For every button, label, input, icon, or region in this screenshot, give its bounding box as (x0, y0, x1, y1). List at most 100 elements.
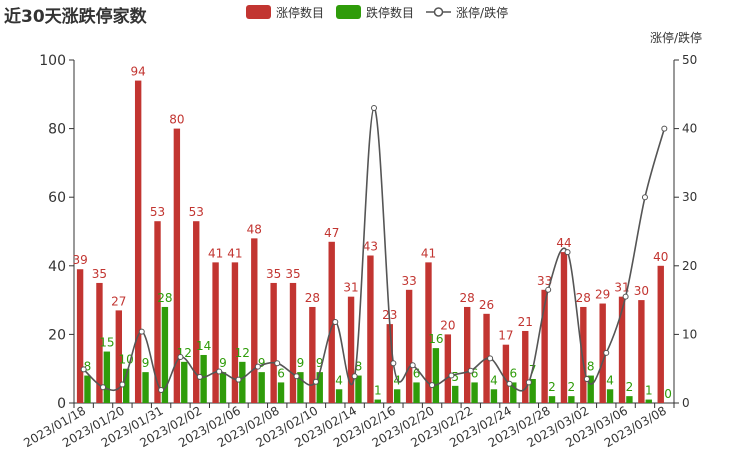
legend-item-ratio[interactable]: 涨停/跌停 (426, 4, 508, 21)
data-label-limit-up: 80 (169, 113, 184, 127)
ratio-point (293, 373, 300, 380)
data-label-limit-up: 35 (285, 267, 300, 281)
data-label-limit-down: 4 (335, 373, 343, 387)
bar-limit-down (626, 396, 633, 403)
data-label-limit-down: 16 (428, 332, 443, 346)
data-label-limit-down: 2 (626, 380, 634, 394)
y-right-tick-label: 20 (682, 259, 697, 273)
y-left-tick-label: 40 (48, 259, 66, 275)
data-label-limit-down: 9 (142, 356, 150, 370)
bar-limit-down (239, 361, 246, 403)
bar-limit-up (76, 269, 84, 403)
ratio-point (506, 380, 513, 387)
data-label-limit-down: 5 (451, 370, 459, 384)
ratio-point (235, 376, 242, 383)
bar-limit-up (134, 80, 142, 403)
y-right-tick-label: 50 (682, 53, 697, 67)
data-label-limit-up: 30 (634, 284, 649, 298)
y-left-tick-label: 20 (48, 327, 66, 343)
ratio-point (254, 363, 261, 370)
legend-label-limit-down: 跌停数目 (366, 5, 415, 20)
bar-limit-down (510, 382, 517, 403)
bar-limit-down (393, 389, 401, 403)
data-label-limit-down: 15 (99, 336, 114, 350)
bar-limit-down (374, 399, 381, 403)
data-label-limit-up: 39 (72, 253, 87, 267)
ratio-point (487, 355, 494, 362)
data-label-limit-down: 6 (277, 366, 285, 380)
data-label-limit-down: 6 (413, 366, 421, 380)
bar-limit-down (568, 396, 575, 403)
ratio-point (545, 286, 552, 293)
ratio-point (138, 328, 145, 335)
bar-limit-down (432, 348, 440, 403)
data-label-limit-up: 17 (498, 329, 513, 343)
legend-item-limit-up[interactable]: 涨停数目 (246, 4, 324, 21)
data-label-limit-up: 31 (343, 281, 358, 295)
legend-label-limit-up: 涨停数目 (276, 5, 325, 20)
ratio-point (448, 372, 455, 379)
chart-title: 近30天涨跌停家数 (4, 7, 147, 27)
data-label-limit-up: 94 (131, 65, 146, 79)
bar-limit-up (289, 282, 297, 403)
data-label-limit-down: 12 (235, 346, 250, 360)
bar-limit-up (405, 289, 413, 403)
ratio-point (332, 319, 339, 326)
bar-limit-up (154, 221, 161, 403)
data-label-limit-up: 44 (556, 236, 571, 250)
ratio-point (641, 194, 648, 201)
data-label-limit-up: 20 (440, 318, 455, 332)
bar-limit-up (386, 324, 393, 403)
bar-limit-down (548, 396, 556, 403)
data-label-limit-down: 6 (509, 366, 517, 380)
bar-limit-up (96, 282, 103, 403)
data-label-limit-up: 40 (653, 250, 668, 264)
bar-limit-down (200, 354, 207, 403)
bar-limit-up (425, 262, 432, 403)
data-label-limit-up: 48 (247, 222, 262, 236)
data-label-limit-up: 26 (479, 298, 494, 312)
bar-limit-down (277, 382, 285, 403)
bar-limit-up (522, 330, 529, 403)
bar-limit-up (231, 262, 239, 403)
bar-limit-up (580, 306, 587, 403)
bar-limit-up (502, 344, 510, 403)
ratio-point (80, 366, 87, 373)
data-label-limit-down: 9 (219, 356, 227, 370)
ratio-point (583, 375, 590, 382)
bar-limit-up (367, 255, 374, 403)
bar-limit-up (599, 303, 606, 403)
data-label-limit-up: 21 (518, 315, 533, 329)
legend-item-limit-down[interactable]: 跌停数目 (336, 4, 414, 21)
bar-limit-down (471, 382, 478, 403)
legend-swatch-ratio (426, 7, 452, 17)
ratio-point (274, 360, 281, 367)
data-label-limit-up: 41 (208, 246, 223, 260)
ratio-point (351, 373, 358, 380)
data-label-limit-up: 27 (111, 294, 126, 308)
y-left-tick-label: 80 (48, 122, 66, 138)
bar-limit-down (181, 361, 188, 403)
bar-limit-up (212, 262, 219, 403)
legend[interactable]: 涨停数目 跌停数目 涨停/跌停 (246, 3, 520, 21)
data-label-limit-down: 2 (568, 380, 576, 394)
bar-limit-down (413, 382, 420, 403)
ratio-point (119, 381, 126, 388)
ratio-line (83, 107, 666, 392)
y-right-tick-label: 30 (682, 190, 697, 204)
bar-limit-down (452, 385, 459, 403)
bar-limit-down (84, 375, 91, 403)
data-label-limit-up: 33 (401, 274, 416, 288)
ratio-point (564, 249, 571, 256)
data-label-limit-down: 9 (316, 356, 324, 370)
ratio-point (177, 354, 184, 361)
data-label-limit-up: 35 (92, 267, 107, 281)
bar-limit-up (657, 265, 664, 403)
bar-limit-down (219, 372, 227, 403)
bar-limit-up (464, 306, 471, 403)
legend-swatch-limit-up (246, 5, 271, 19)
bar-limit-down (161, 306, 169, 403)
ratio-point (525, 379, 532, 386)
data-label-limit-up: 47 (324, 226, 339, 240)
